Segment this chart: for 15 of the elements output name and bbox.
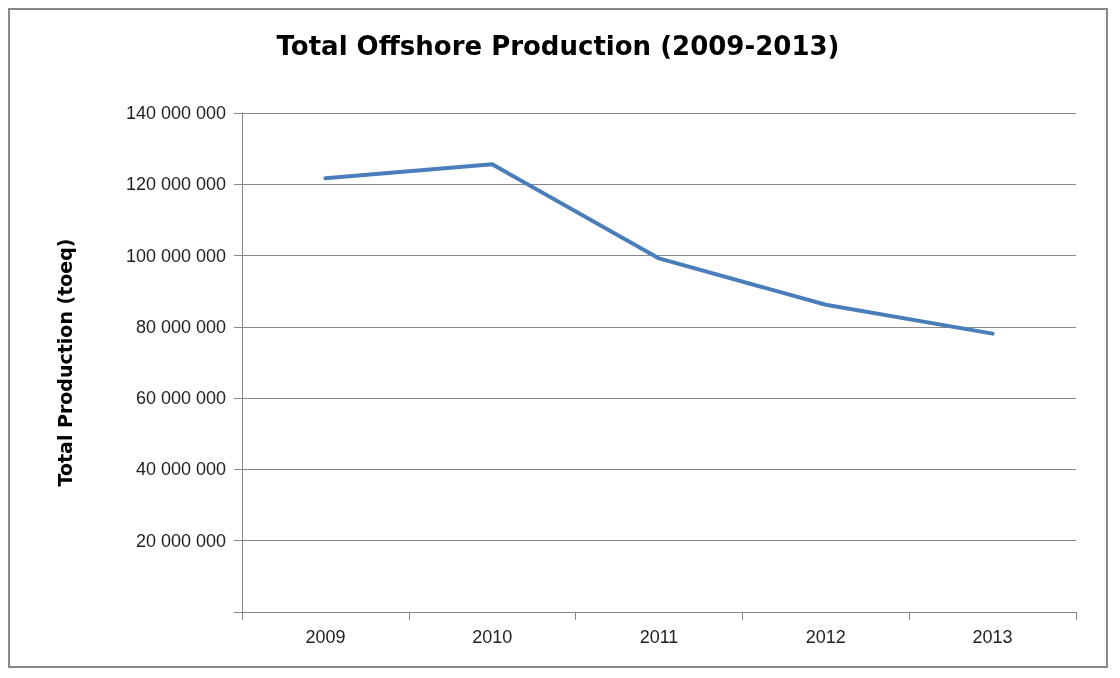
y-tick-label: 60 000 000: [135, 388, 226, 409]
x-tick-label: 2013: [972, 627, 1013, 647]
y-tick-label: 120 000 000: [125, 174, 226, 195]
x-tick-label: 2009: [305, 627, 346, 647]
y-tick-label: 100 000 000: [125, 245, 226, 266]
y-tick-label: 40 000 000: [135, 459, 226, 480]
line-series: [323, 162, 995, 336]
y-tick-label: 20 000 000: [135, 530, 226, 551]
x-tick-label: 2012: [805, 627, 846, 647]
chart-title: Total Offshore Production (2009-2013): [276, 31, 840, 61]
y-tick-label: 80 000 000: [135, 316, 226, 337]
y-axis-title: Total Production (toeq): [53, 238, 76, 487]
x-tick-label: 2011: [639, 627, 679, 647]
y-tick-label: 140 000 000: [125, 103, 226, 123]
x-tick-label: 2010: [472, 627, 513, 647]
